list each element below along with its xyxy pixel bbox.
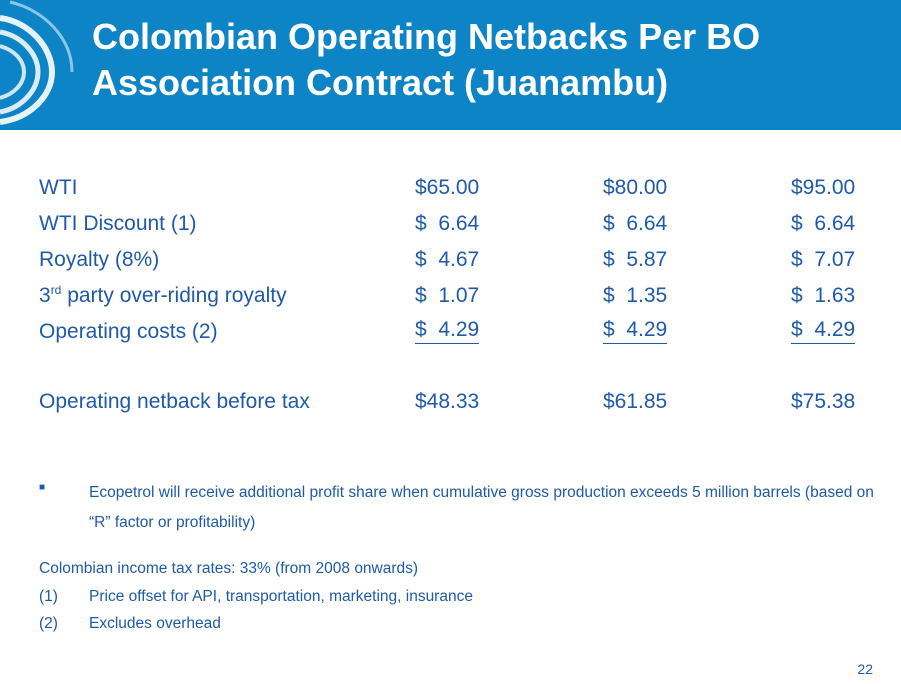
row-label: Operating costs (2) xyxy=(39,320,218,343)
table-row: 3rd party over-riding royalty $ 1.07 $ 1… xyxy=(39,281,879,311)
value-cell: $ 4.29 xyxy=(415,317,480,344)
value-cell: $48.33 xyxy=(415,390,480,413)
footnote-number: (1) xyxy=(39,588,58,605)
value-cell: $61.85 xyxy=(603,390,668,413)
value-cell: $ 6.64 xyxy=(791,212,856,235)
footnote-text: Price offset for API, transportation, ma… xyxy=(89,588,473,605)
value-cell: $ 4.29 xyxy=(603,317,668,344)
table-row-total: Operating netback before tax $48.33 $61.… xyxy=(39,387,879,417)
row-label-rest: party over-riding royalty xyxy=(61,284,287,307)
value-cell: $ 4.67 xyxy=(415,248,480,271)
row-label: 3rd party over-riding royalty xyxy=(39,281,287,311)
table-row: Operating costs (2) $ 4.29 $ 4.29 $ 4.29 xyxy=(39,317,879,347)
row-label-prefix: 3 xyxy=(39,284,51,307)
bullet-text: Ecopetrol will receive additional profit… xyxy=(89,484,874,531)
value-cell: $ 1.35 xyxy=(603,284,668,307)
value-cell: $ 6.64 xyxy=(415,212,480,235)
tax-note: Colombian income tax rates: 33% (from 20… xyxy=(39,560,418,578)
tax-note-text: Colombian income tax rates: 33% (from 20… xyxy=(39,560,419,577)
header-bar: Colombian Operating Netbacks Per BO Asso… xyxy=(0,0,901,130)
footnote-text: Excludes overhead xyxy=(89,615,221,632)
footnote-number: (2) xyxy=(39,615,58,632)
bullet-square-icon: ■ xyxy=(39,482,46,493)
logo-icon xyxy=(0,0,74,125)
value-wti-65: $65.00 xyxy=(415,176,480,199)
title-line-2: Association Contract (Juanambu) xyxy=(92,62,669,103)
value-cell: $ 6.64 xyxy=(603,212,668,235)
row-label: WTI xyxy=(39,176,78,199)
page-number: 22 xyxy=(857,661,873,677)
value-cell: $ 1.07 xyxy=(415,284,480,307)
value-cell: $75.38 xyxy=(791,390,856,413)
row-label: Royalty (8%) xyxy=(39,248,160,271)
row-label-sup: rd xyxy=(50,283,62,297)
table-row: Royalty (8%) $ 4.67 $ 5.87 $ 7.07 xyxy=(39,245,879,275)
value-cell: $ 1.63 xyxy=(791,284,856,307)
row-label: Operating netback before tax xyxy=(39,390,310,413)
row-label: WTI Discount (1) xyxy=(39,212,197,235)
value-cell: $ 4.29 xyxy=(791,317,856,344)
value-cell: $ 7.07 xyxy=(791,248,856,271)
value-cell: $ 5.87 xyxy=(603,248,668,271)
page-title: Colombian Operating Netbacks Per BO Asso… xyxy=(92,14,760,106)
value-wti-95: $95.00 xyxy=(791,176,856,199)
title-line-1: Colombian Operating Netbacks Per BO xyxy=(92,16,761,57)
table-row: WTI Discount (1) $ 6.64 $ 6.64 $ 6.64 xyxy=(39,209,879,239)
value-wti-80: $80.00 xyxy=(603,176,668,199)
table-row: WTI $65.00 $80.00 $95.00 xyxy=(39,173,879,203)
